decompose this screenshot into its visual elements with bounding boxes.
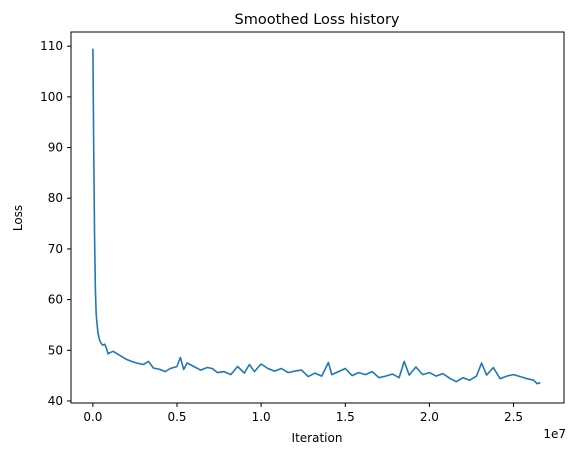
y-tick-label: 100 [40,90,63,104]
y-tick-label: 70 [48,242,63,256]
y-tick-label: 40 [48,394,63,408]
x-tick-label: 2.0 [420,410,439,424]
y-tick-label: 90 [48,141,63,155]
x-tick-label: 1.0 [252,410,271,424]
y-axis-label: Loss [11,205,25,231]
x-offset-label: 1e7 [543,427,566,441]
x-axis-label: Iteration [292,431,343,445]
y-tick-label: 110 [40,39,63,53]
y-tick-label: 80 [48,191,63,205]
x-tick-label: 2.5 [504,410,523,424]
y-tick-label: 60 [48,293,63,307]
x-tick-label: 0.5 [167,410,186,424]
y-tick-label: 50 [48,343,63,357]
x-tick-label: 0.0 [83,410,102,424]
chart-title: Smoothed Loss history [235,12,400,28]
x-tick-label: 1.5 [336,410,355,424]
